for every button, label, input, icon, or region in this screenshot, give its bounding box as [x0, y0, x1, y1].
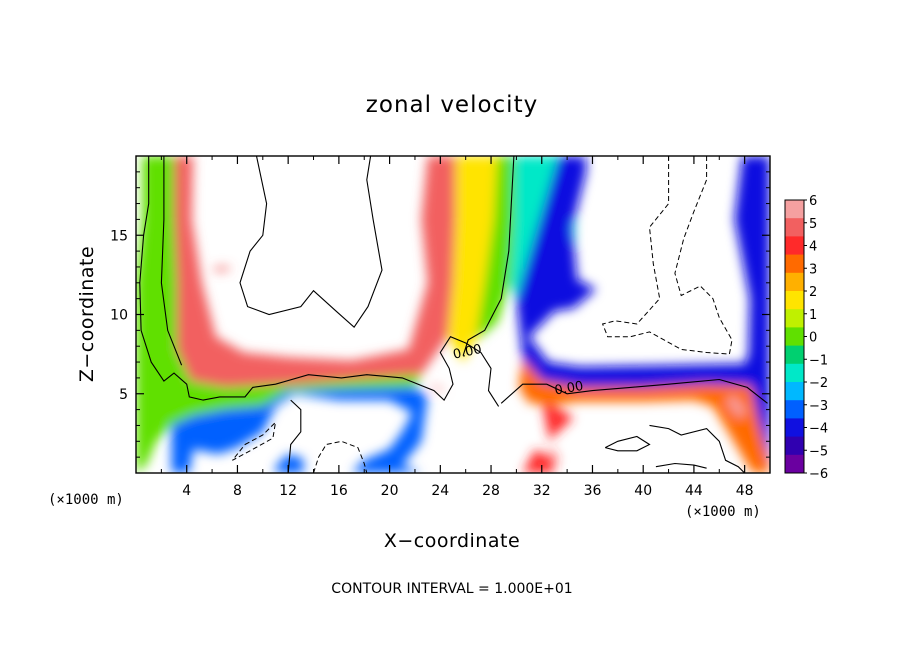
contour-line-7 [313, 440, 368, 473]
contour-line-0 [139, 156, 500, 407]
colorbar-label-9: −3 [809, 399, 828, 414]
velocity-region-12 [430, 384, 446, 393]
y-axis-label: Z−coordinate [76, 246, 98, 382]
colorbar-label-8: −2 [809, 376, 828, 391]
colorbar-swatch-10 [785, 382, 804, 401]
colorbar-swatch-11 [785, 400, 804, 419]
contour-line-5 [601, 156, 733, 355]
colorbar-label-3: 3 [809, 262, 817, 277]
velocity-region-8 [171, 387, 428, 473]
velocity-region-4 [136, 156, 422, 473]
contour-line-10 [649, 424, 745, 473]
x-tick-label-8: 8 [233, 483, 242, 499]
x-axis-label: X−coordinate [384, 530, 520, 552]
contour-label-0: 0.00 [452, 342, 483, 363]
colorbar-swatch-1 [785, 218, 804, 237]
contour-line-6 [232, 420, 277, 461]
velocity-region-1 [214, 266, 230, 272]
colorbar-label-12: −6 [809, 467, 828, 482]
colorbar-label-1: 5 [809, 217, 817, 232]
colorbar-swatch-3 [785, 254, 804, 274]
colorbar-label-2: 4 [809, 240, 817, 255]
colorbar-swatch-4 [785, 272, 804, 292]
colorbar-swatch-12 [785, 418, 804, 437]
contour-labels: 0.00 0.00 [452, 342, 585, 399]
colorbar-swatch-5 [785, 291, 804, 310]
x-unit-left: (×1000 m) [48, 492, 124, 508]
contour-line-11 [655, 462, 707, 469]
velocity-region-2 [447, 156, 498, 363]
velocity-region-3 [475, 156, 514, 339]
x-tick-label-16: 16 [330, 483, 348, 499]
contour-line-8 [287, 399, 302, 473]
colorbar-swatch-14 [785, 454, 804, 474]
contour-line-4 [239, 156, 383, 329]
x-tick-label-40: 40 [634, 483, 652, 499]
x-tick-label-48: 48 [736, 483, 754, 499]
contour-interval-note: CONTOUR INTERVAL = 1.000E+01 [331, 581, 572, 597]
velocity-region-9 [522, 400, 574, 473]
colorbar-swatch-13 [785, 436, 804, 456]
x-tick-label-32: 32 [533, 483, 551, 499]
contour-label-1: 0.00 [553, 379, 584, 399]
x-axis: 4 8 12 16 20 24 28 32 36 40 44 48 [160, 156, 754, 499]
plot-area: 0.00 0.00 [136, 156, 770, 473]
colorbar-label-5: 1 [809, 308, 817, 323]
x-unit-right: (×1000 m) [685, 504, 761, 520]
x-tick-label-28: 28 [482, 483, 500, 499]
colorbar-label-4: 2 [809, 285, 817, 300]
colorbar-label-7: −1 [809, 353, 828, 368]
y-tick-label-5: 5 [119, 387, 128, 403]
colorbar-swatch-7 [785, 327, 804, 346]
x-tick-label-44: 44 [685, 483, 703, 499]
colorbar-swatch-0 [785, 200, 804, 219]
x-tick-label-36: 36 [584, 483, 602, 499]
x-tick-label-12: 12 [279, 483, 297, 499]
colorbar-label-0: 6 [809, 194, 817, 209]
velocity-region-6 [516, 156, 770, 466]
y-tick-label-15: 15 [110, 228, 128, 244]
x-tick-label-4: 4 [182, 483, 191, 499]
velocity-region-11 [725, 395, 748, 418]
x-tick-label-24: 24 [431, 483, 449, 499]
colorbar-label-10: −4 [809, 422, 828, 437]
colorbar-swatch-8 [785, 345, 804, 365]
x-tick-label-20: 20 [381, 483, 399, 499]
colorbar-label-11: −5 [809, 444, 828, 459]
contour-line-2 [462, 156, 515, 356]
contour-lines [139, 156, 768, 473]
colorbar-swatch-2 [785, 236, 804, 255]
contour-line-3 [160, 156, 183, 366]
contour-line-1 [500, 378, 768, 404]
velocity-field [136, 156, 770, 473]
contour-line-9 [604, 435, 651, 452]
colorbar-swatch-6 [785, 309, 804, 328]
y-axis: 5 10 15 [110, 171, 770, 458]
chart-title: zonal velocity [366, 92, 538, 118]
colorbar-swatch-9 [785, 363, 804, 383]
colorbar-label-6: 0 [809, 331, 817, 346]
y-tick-label-10: 10 [110, 308, 128, 324]
colorbar: 6 5 4 3 2 1 0 −1 −2 −3 −4 −5 −6 [784, 194, 828, 482]
velocity-region-0 [174, 156, 456, 388]
velocity-region-10 [518, 358, 770, 473]
